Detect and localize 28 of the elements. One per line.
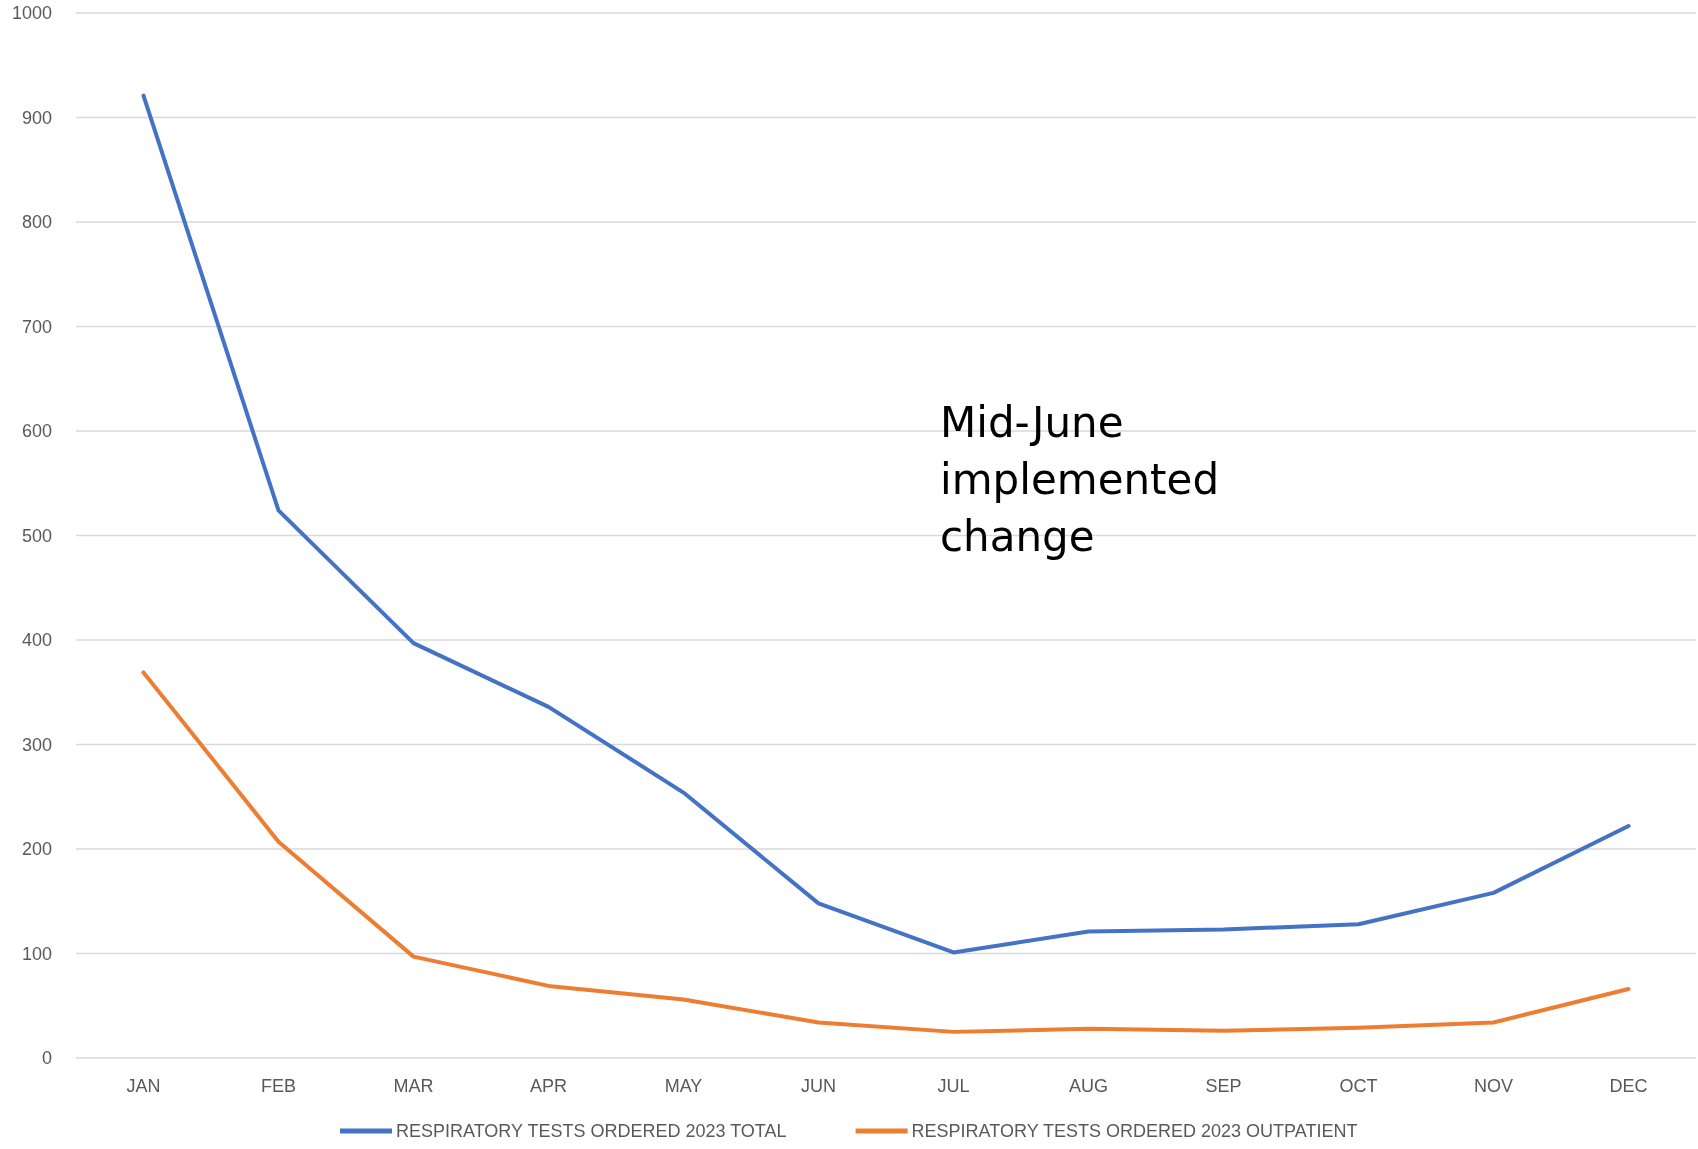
x-tick-label: JUL	[937, 1076, 970, 1096]
y-tick-label: 1000	[11, 3, 52, 24]
x-tick-label: FEB	[260, 1076, 297, 1096]
y-tick-label: 900	[21, 107, 52, 128]
x-tick-label: JUN	[801, 1076, 836, 1096]
y-tick-label: 500	[21, 525, 52, 546]
x-tick-label: NOV	[1473, 1076, 1514, 1096]
line-series	[141, 93, 1631, 955]
y-tick-label: 800	[21, 212, 52, 233]
x-tick-label: AUG	[1068, 1076, 1109, 1096]
x-tick-label: APR	[529, 1076, 568, 1096]
x-tick-label: MAR	[393, 1076, 434, 1096]
y-tick-label: 700	[21, 316, 52, 337]
y-tick-label: 300	[21, 734, 52, 755]
y-tick-label: 600	[21, 421, 52, 442]
line-series	[141, 670, 1631, 1034]
x-tick-label: SEP	[1205, 1076, 1242, 1096]
y-tick-label: 100	[21, 943, 52, 964]
y-tick-label: 400	[21, 630, 52, 651]
x-tick-label: MAY	[664, 1076, 703, 1096]
legend-label: RESPIRATORY TESTS ORDERED 2023 OUTPATIENT	[911, 1121, 1358, 1141]
x-tick-label: JAN	[126, 1076, 161, 1096]
y-tick-label: 200	[21, 839, 52, 860]
x-tick-label: DEC	[1609, 1076, 1648, 1096]
legend-label: RESPIRATORY TESTS ORDERED 2023 TOTAL	[396, 1121, 787, 1141]
y-tick-label: 0	[41, 1048, 52, 1069]
annotation: Mid-June implemented change	[940, 398, 1220, 561]
x-tick-label: OCT	[1339, 1076, 1378, 1096]
